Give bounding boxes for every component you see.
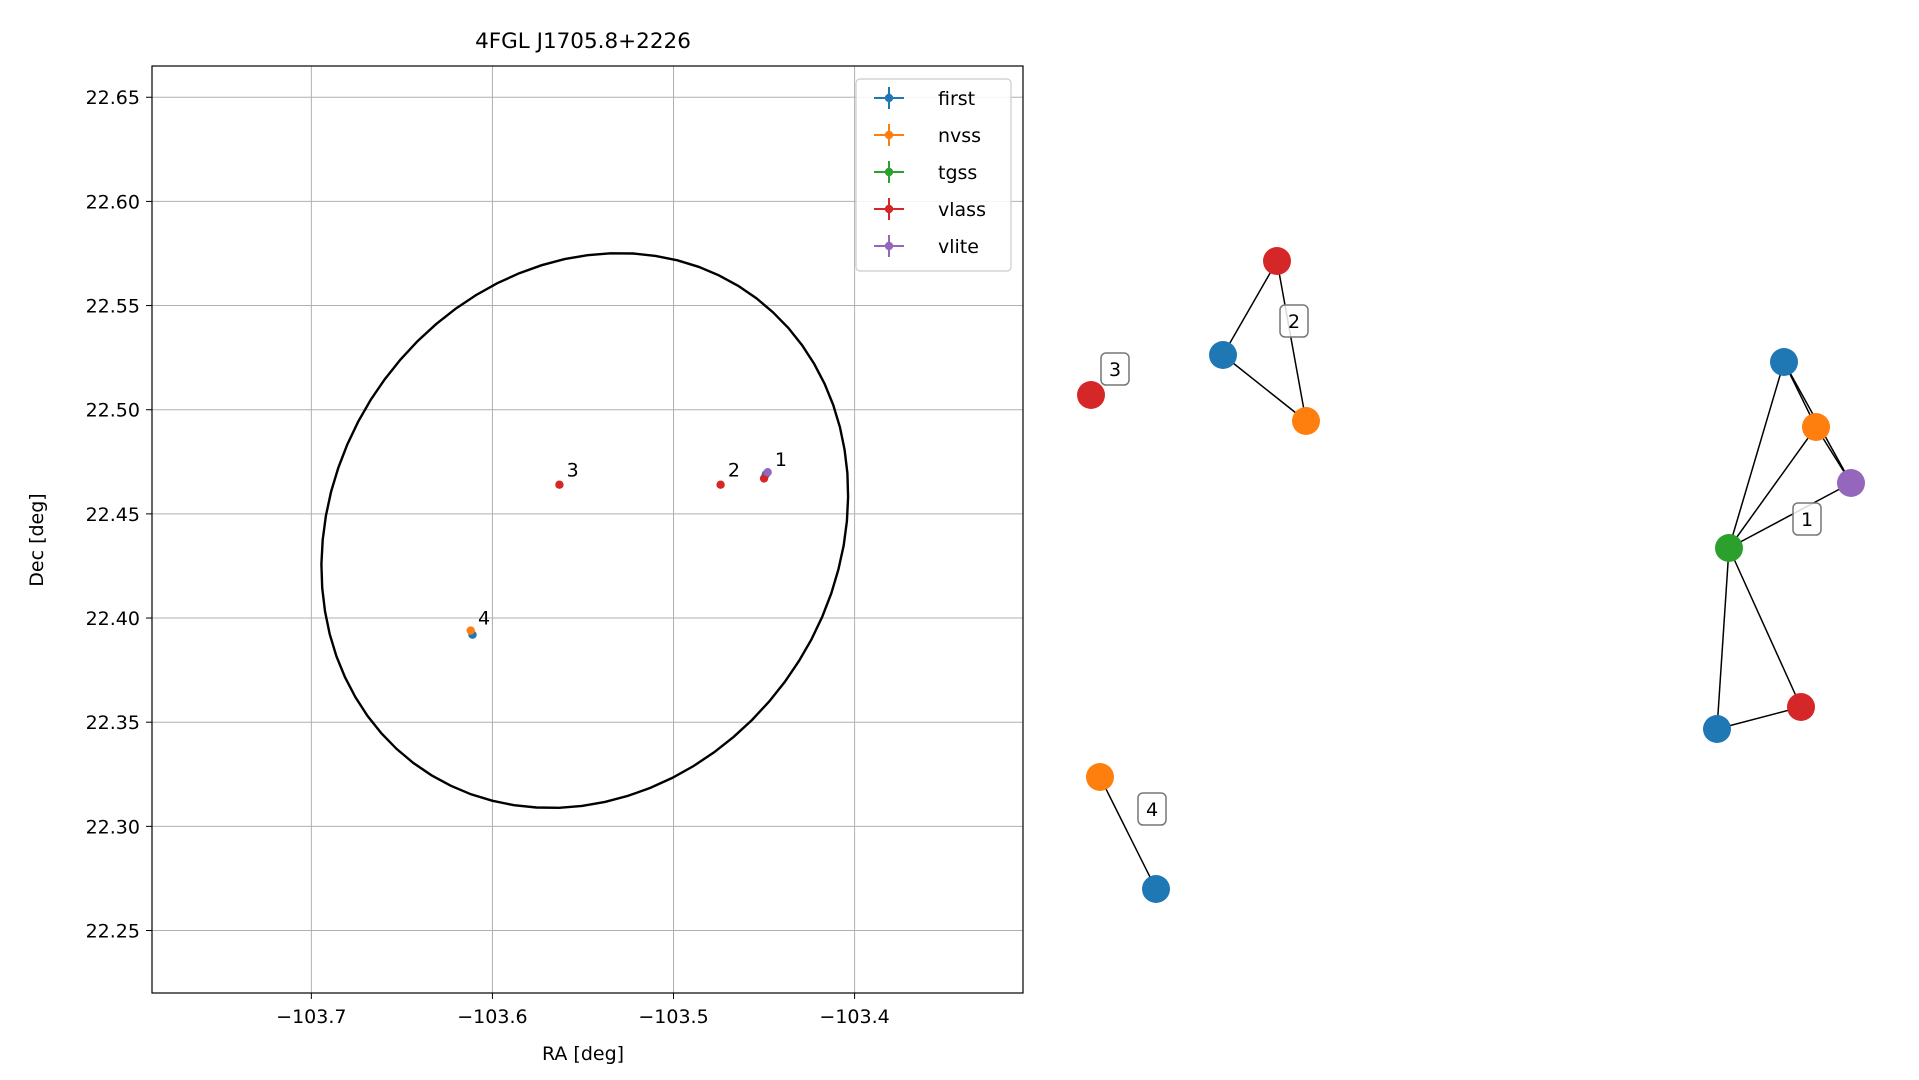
network-node-first	[1209, 341, 1237, 369]
legend-marker-dot	[884, 241, 894, 251]
network-edge	[1099, 776, 1157, 890]
network-node-vlite	[1837, 469, 1865, 497]
group-label-text: 2	[1288, 311, 1300, 333]
network-node-nvss	[1086, 763, 1114, 791]
network-edge	[1716, 706, 1802, 730]
network-group-labels: 1 2 3 4	[1100, 304, 1822, 826]
legend-label: nvss	[938, 125, 981, 147]
group-label-4: 4	[1137, 792, 1167, 826]
y-axis-label: Dec [deg]	[26, 493, 48, 586]
y-tick-label: 22.45	[86, 504, 140, 526]
point-annotations: 1 2 3 4	[478, 449, 787, 629]
network-edge	[1222, 260, 1278, 356]
point-label: 4	[478, 607, 490, 629]
y-tick-label: 22.25	[86, 921, 140, 943]
network-node-first	[1703, 715, 1731, 743]
x-tick-label: −103.7	[276, 1006, 346, 1028]
legend-item-vlite: vlite	[874, 235, 979, 258]
network-edge	[1222, 354, 1307, 422]
y-tick-label: 22.40	[86, 608, 140, 630]
y-tick-label: 22.55	[86, 296, 140, 318]
y-tick-label: 22.35	[86, 712, 140, 734]
point-label: 3	[567, 459, 579, 481]
network-node-nvss	[1802, 413, 1830, 441]
group-label-box	[1100, 352, 1130, 386]
network-node-vlass	[1787, 693, 1815, 721]
point-vlass	[716, 480, 725, 489]
legend: first nvss tgss vlass vlite	[855, 78, 1012, 272]
network-node-first	[1770, 348, 1798, 376]
legend-item-vlass: vlass	[874, 198, 986, 221]
point-vlass	[555, 480, 564, 489]
error-ellipse	[320, 252, 850, 810]
network-node-vlass	[1263, 247, 1291, 275]
x-tick-label: −103.6	[457, 1006, 527, 1028]
legend-marker-dot	[884, 167, 894, 177]
point-label: 1	[775, 449, 787, 471]
x-tick-label: −103.5	[638, 1006, 708, 1028]
point-nvss	[466, 626, 475, 635]
network-edge	[1728, 361, 1785, 549]
y-tick-label: 22.30	[86, 816, 140, 838]
legend-item-nvss: nvss	[874, 124, 981, 147]
legend-label: first	[938, 88, 975, 110]
network-edge	[1716, 547, 1730, 730]
y-tick-label: 22.65	[86, 87, 140, 109]
network-node-vlass	[1077, 381, 1105, 409]
point-label: 2	[728, 459, 740, 481]
legend-label: vlite	[938, 236, 979, 258]
y-tick-label: 22.50	[86, 400, 140, 422]
error-ellipse-layer	[320, 252, 850, 810]
legend-label: tgss	[938, 162, 977, 184]
point-vlass	[759, 474, 769, 483]
legend-marker-dot	[884, 130, 894, 140]
network-graph-panel: 1 2 3 4	[1077, 247, 1865, 903]
y-tick-label: 22.60	[86, 191, 140, 213]
group-label-text: 1	[1801, 509, 1813, 531]
group-label-text: 3	[1109, 359, 1121, 381]
group-label-1: 1	[1792, 502, 1822, 536]
network-edge	[1728, 547, 1802, 708]
x-axis-label: RA [deg]	[542, 1043, 624, 1065]
scatter-panel: 1 2 3 4 −103.7 −103.6 −103.5 −103.4 22.25 22.30 2…	[26, 29, 1024, 1065]
axis-ticks: −103.7 −103.6 −103.5 −103.4 22.25 22.30 22.35 2…	[86, 87, 890, 1028]
legend-label: vlass	[938, 199, 986, 221]
axes-frame	[151, 65, 1024, 994]
network-edge	[1276, 260, 1307, 422]
legend-frame	[855, 78, 1012, 272]
legend-item-first: first	[874, 87, 975, 110]
group-label-3: 3	[1100, 352, 1130, 386]
group-label-box	[1279, 304, 1309, 338]
network-edge	[1728, 426, 1817, 549]
chart-title: 4FGL J1705.8+2226	[475, 29, 691, 54]
network-edge	[1728, 482, 1852, 549]
group-label-box	[1137, 792, 1167, 826]
network-node-tgss	[1715, 534, 1743, 562]
legend-item-tgss: tgss	[874, 161, 977, 184]
network-node-first	[1142, 875, 1170, 903]
network-nodes	[1077, 247, 1865, 903]
group-label-text: 4	[1146, 799, 1158, 821]
x-tick-label: −103.4	[819, 1006, 889, 1028]
network-node-nvss	[1292, 407, 1320, 435]
legend-marker-dot	[884, 204, 894, 214]
group-label-box	[1792, 502, 1822, 536]
data-points	[466, 468, 772, 639]
point-vlite	[763, 468, 772, 477]
group-label-2: 2	[1279, 304, 1309, 338]
legend-marker-dot	[884, 93, 894, 103]
